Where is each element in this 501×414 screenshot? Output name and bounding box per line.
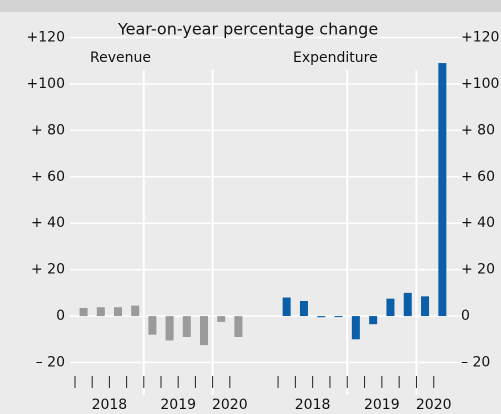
- y-tick-label: 0: [56, 308, 65, 324]
- bar: [386, 298, 395, 317]
- y-tick-label: – 20: [36, 355, 65, 371]
- y-tick-label: + 20: [461, 262, 495, 278]
- y-tick-label: +100: [461, 76, 499, 92]
- bar: [317, 316, 326, 318]
- bar: [369, 316, 378, 325]
- bar: [334, 316, 343, 318]
- bar: [96, 307, 105, 317]
- bar: [351, 316, 360, 340]
- y-tick-label: +120: [27, 30, 65, 46]
- bar: [165, 316, 174, 341]
- bar: [234, 316, 243, 337]
- panel-subtitle: Revenue: [90, 50, 151, 66]
- x-group-label: 2019: [160, 397, 196, 413]
- top-band: [0, 0, 501, 12]
- y-tick-label: +120: [461, 30, 499, 46]
- x-group-label: 2018: [295, 397, 331, 413]
- bar: [200, 316, 208, 346]
- y-tick-label: + 60: [31, 169, 65, 185]
- chart-title: Year-on-year percentage change: [117, 20, 378, 39]
- bar: [282, 297, 291, 317]
- x-group-label: 2019: [364, 397, 400, 413]
- bar: [182, 316, 191, 337]
- x-group-label: 2018: [92, 397, 128, 413]
- y-tick-label: + 80: [31, 122, 65, 138]
- x-group-label: 2020: [212, 397, 248, 413]
- x-group-label: 2020: [416, 397, 452, 413]
- y-tick-label: + 20: [31, 262, 65, 278]
- bar: [114, 307, 122, 317]
- bar: [217, 316, 226, 322]
- y-tick-label: + 40: [461, 215, 495, 231]
- y-tick-label: +100: [27, 76, 65, 92]
- bar: [438, 63, 447, 317]
- bar: [421, 296, 430, 317]
- bar: [131, 305, 140, 317]
- y-tick-label: + 80: [461, 122, 495, 138]
- bar: [79, 307, 88, 317]
- bar: [403, 292, 412, 317]
- bar: [299, 300, 308, 317]
- y-tick-label: + 60: [461, 169, 495, 185]
- y-tick-label: + 40: [31, 215, 65, 231]
- y-tick-label: 0: [461, 308, 470, 324]
- panel-subtitle: Expenditure: [293, 50, 378, 66]
- y-tick-label: – 20: [461, 355, 490, 371]
- bar: [148, 316, 157, 335]
